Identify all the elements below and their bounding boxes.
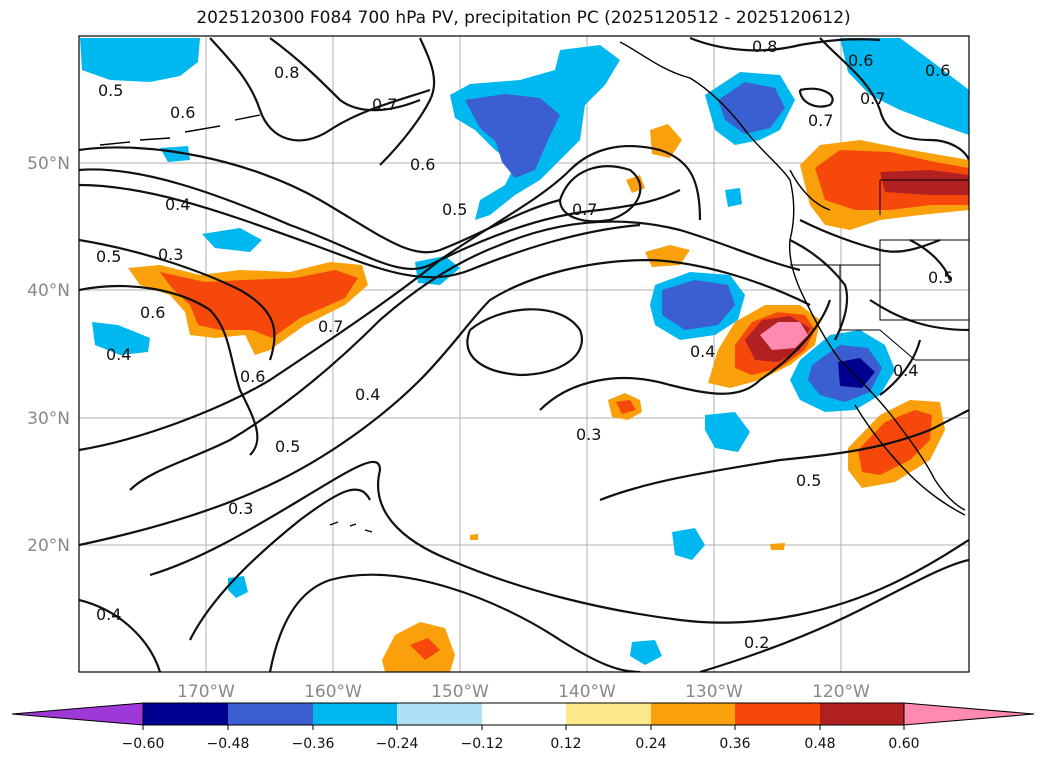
contour-label: 0.2 (744, 633, 769, 652)
lon-label-140w: 140°W (558, 682, 616, 702)
contour-label: 0.4 (96, 605, 121, 624)
latitude-labels: 50°N 40°N 30°N 20°N (27, 154, 70, 556)
map-frame (78, 35, 970, 673)
colorbar-label: 0.24 (635, 736, 666, 752)
contour-label: 0.6 (140, 303, 165, 322)
contour-label: 0.7 (860, 89, 885, 108)
colorbar-extend-min (11, 702, 144, 726)
contour-label: 0.4 (690, 342, 715, 361)
contour-labels: 0.5 0.6 0.8 0.7 0.6 0.5 0.7 0.4 0.3 0.5 … (96, 37, 953, 652)
pos-blob-small-6 (470, 534, 478, 540)
colorbar-label: 0.36 (719, 736, 750, 752)
neg-blob-mid-core (662, 280, 735, 330)
contour-label: 0.6 (240, 367, 265, 386)
contour-label: 0.5 (928, 268, 953, 287)
colorbar-label: −0.24 (376, 736, 419, 752)
colorbar-label: 0.48 (804, 736, 835, 752)
borders (790, 179, 969, 361)
pos-blob-small-3 (645, 245, 690, 267)
colorbar-segment (820, 703, 904, 725)
pos-blob-small-1c (616, 400, 636, 414)
contour-label: 0.6 (410, 155, 435, 174)
contour-label: 0.5 (96, 247, 121, 266)
neg-blob-small-5 (202, 228, 262, 252)
contour-label: 0.8 (752, 37, 777, 56)
contour-label: 0.3 (576, 425, 601, 444)
neg-blob-ne (840, 38, 969, 135)
colorbar-frame (142, 702, 905, 726)
colorbar-ticks (142, 725, 905, 730)
pos-blob-pnw-dr (880, 170, 969, 195)
lon-label-150w: 150°W (431, 682, 489, 702)
lat-label-50n: 50°N (27, 154, 70, 174)
contour-label: 0.6 (170, 103, 195, 122)
neg-blob-socal-core (838, 358, 875, 388)
lon-label-170w: 170°W (177, 682, 235, 702)
contour-label: 0.7 (372, 95, 397, 114)
neg-blob-small-4 (92, 322, 150, 355)
contour-label: 0.7 (318, 317, 343, 336)
contour-label: 0.5 (275, 437, 300, 456)
neg-blob-small-1 (705, 412, 750, 452)
contour-label: 0.7 (808, 111, 833, 130)
coastlines (99, 41, 966, 533)
colorbar-label: 0.12 (550, 736, 581, 752)
contour-label: 0.8 (274, 63, 299, 82)
longitude-labels: 170°W 160°W 150°W 140°W 130°W 120°W (177, 682, 870, 702)
colorbar: −0.60 −0.48 −0.36 −0.24 −0.12 0.12 0.24 … (11, 702, 1035, 752)
colorbar-label: −0.36 (292, 736, 335, 752)
neg-blob-nw (80, 38, 200, 82)
colorbar-label: 0.60 (888, 736, 919, 752)
colorbar-segment (566, 703, 651, 725)
lat-label-20n: 20°N (27, 536, 70, 556)
contour-label: 0.4 (165, 195, 190, 214)
colorbar-label: −0.12 (461, 736, 504, 752)
contour-label: 0.6 (925, 61, 950, 80)
contour-label: 0.4 (893, 361, 918, 380)
pos-blob-small-5 (770, 543, 785, 550)
contour-label: 0.5 (442, 200, 467, 219)
colorbar-segment (313, 703, 397, 725)
colorbar-segment (735, 703, 820, 725)
neg-blob-small-2 (672, 528, 705, 560)
neg-blob-bc-core (718, 82, 785, 134)
colorbar-extend-max (903, 702, 1035, 726)
contour-label: 0.5 (796, 471, 821, 490)
contour-label: 0.3 (228, 499, 253, 518)
pos-blob-calif-pink (760, 322, 808, 350)
lat-label-40n: 40°N (27, 281, 70, 301)
lon-label-120w: 120°W (812, 682, 870, 702)
neg-blob-gulf-core (465, 94, 560, 178)
pos-blob-south-r (410, 638, 440, 660)
contour-label: 0.3 (158, 245, 183, 264)
colorbar-label: −0.48 (207, 736, 250, 752)
colorbar-segment (651, 703, 735, 725)
contour-label: 0.6 (848, 51, 873, 70)
contour-label: 0.5 (98, 81, 123, 100)
colorbar-segment (228, 703, 313, 725)
contour-label: 0.7 (572, 200, 597, 219)
lon-label-130w: 130°W (685, 682, 743, 702)
chart-title: 2025120300 F084 700 hPa PV, precipitatio… (196, 8, 851, 28)
contour-label: 0.4 (106, 345, 131, 364)
neg-blob-small-3 (630, 640, 662, 665)
lat-label-30n: 30°N (27, 409, 70, 429)
contour-label: 0.4 (355, 385, 380, 404)
lon-label-160w: 160°W (304, 682, 362, 702)
colorbar-label: −0.60 (122, 736, 165, 752)
neg-blob-small-8 (725, 188, 742, 207)
colorbar-segment (397, 703, 482, 725)
pv-contours (79, 36, 969, 672)
colorbar-segment (143, 703, 228, 725)
colorbar-segment (482, 703, 566, 725)
